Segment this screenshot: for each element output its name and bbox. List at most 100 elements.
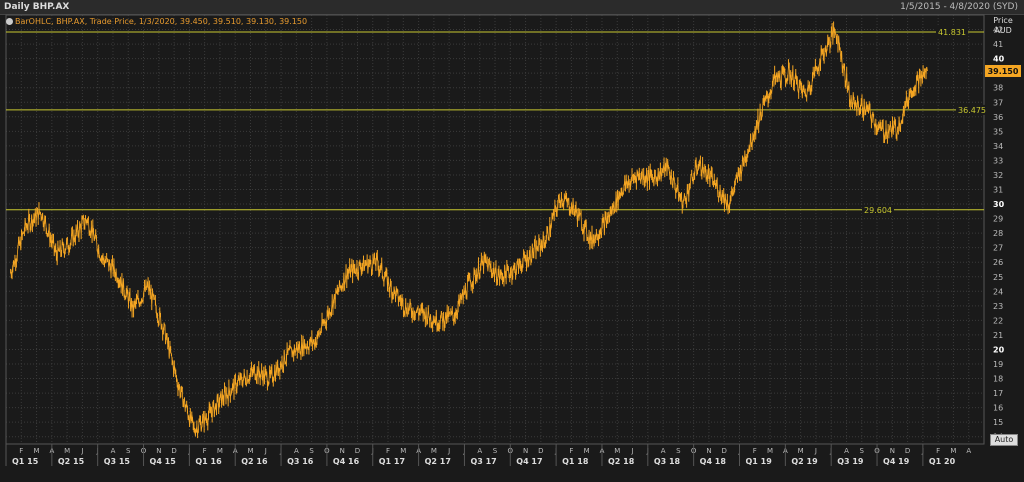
plot-border (5, 14, 985, 445)
series-legend[interactable]: BarOHLC, BHP.AX, Trade Price, 1/3/2020, … (6, 17, 307, 26)
y-tick-label: 42 (993, 26, 1003, 35)
month-label: D (538, 447, 543, 455)
auto-scale-button[interactable]: Auto (990, 434, 1018, 446)
last-price-badge (985, 64, 1021, 77)
quarter-label: Q4 16 (333, 457, 360, 466)
month-label: M (217, 447, 223, 455)
y-tick-label: 35 (993, 127, 1003, 136)
y-tick-label: 27 (993, 244, 1003, 253)
y-tick-label: 15 (993, 418, 1003, 427)
y-tick-label: 36 (993, 113, 1003, 122)
chart-title: Daily BHP.AX (4, 2, 70, 12)
month-label: N (156, 447, 161, 455)
y-tick-label: 19 (993, 360, 1003, 369)
plot-area (6, 15, 984, 444)
quarter-label: Q3 16 (287, 457, 314, 466)
y-tick-label: 31 (993, 186, 1003, 195)
quarter-label: Q1 20 (929, 457, 956, 466)
month-label: M (584, 447, 590, 455)
reference-label-bg (862, 204, 894, 215)
month-label: M (767, 447, 773, 455)
month-label: M (798, 447, 804, 455)
month-label: S (126, 447, 131, 455)
month-label: A (477, 447, 482, 455)
y-tick-label: 24 (993, 287, 1003, 296)
y-axis-title-line1: Price (993, 16, 1013, 25)
quarter-label: Q3 17 (470, 457, 496, 466)
month-label: A (111, 447, 116, 455)
y-tick-label: 29 (993, 215, 1003, 224)
month-label: M (400, 447, 406, 455)
month-label: J (264, 447, 267, 455)
quarter-label: Q3 18 (654, 457, 681, 466)
month-label: D (171, 447, 176, 455)
month-label: D (905, 447, 910, 455)
month-label: J (630, 447, 633, 455)
month-label: J (80, 447, 83, 455)
month-label: D (355, 447, 360, 455)
month-label: N (523, 447, 528, 455)
reference-label-bg (956, 104, 988, 115)
quarter-label: Q4 15 (150, 457, 177, 466)
y-tick-label: 20 (993, 345, 1005, 354)
date-range: 1/5/2015 - 4/8/2020 (SYD) (900, 2, 1018, 12)
y-axis-title-line2: AUD (994, 26, 1012, 35)
quarter-label: Q3 19 (837, 457, 864, 466)
y-tick-label: 32 (993, 171, 1003, 180)
y-tick-label: 41 (993, 40, 1003, 49)
reference-label: 29.604 (864, 206, 892, 215)
y-tick-label: 30 (993, 200, 1005, 209)
y-tick-label: 25 (993, 273, 1003, 282)
quarter-label: Q1 16 (195, 457, 222, 466)
month-label: M (247, 447, 253, 455)
quarter-label: Q4 18 (700, 457, 727, 466)
y-tick-label: 33 (993, 156, 1003, 165)
month-label: F (19, 447, 23, 455)
month-label: N (706, 447, 711, 455)
y-tick-label: 16 (993, 404, 1003, 413)
legend-text: BarOHLC, BHP.AX, Trade Price, 1/3/2020, … (15, 17, 308, 26)
month-label: F (936, 447, 940, 455)
month-label: A (294, 447, 299, 455)
price-line (10, 26, 928, 436)
quarter-label: Q2 17 (425, 457, 451, 466)
y-tick-label: 23 (993, 302, 1003, 311)
y-tick-label: 40 (993, 55, 1005, 64)
y-tick-label: 22 (993, 316, 1003, 325)
month-label: S (860, 447, 865, 455)
y-tick-label: 34 (993, 142, 1003, 151)
quarter-label: Q2 16 (241, 457, 268, 466)
month-label: F (386, 447, 390, 455)
quarter-label: Q1 19 (746, 457, 773, 466)
y-tick-label: 18 (993, 375, 1003, 384)
month-label: D (722, 447, 727, 455)
quarter-label: Q1 18 (562, 457, 589, 466)
month-label: F (203, 447, 207, 455)
y-tick-label: 21 (993, 331, 1003, 340)
y-tick-label: 17 (993, 389, 1003, 398)
month-label: M (64, 447, 70, 455)
month-label: F (753, 447, 757, 455)
month-label: M (950, 447, 956, 455)
month-label: J (814, 447, 817, 455)
month-label: A (661, 447, 666, 455)
reference-label: 41.831 (938, 28, 966, 37)
month-label: S (309, 447, 314, 455)
reference-label-bg (936, 27, 968, 38)
y-tick-label: 37 (993, 98, 1003, 107)
month-label: F (569, 447, 573, 455)
month-label: M (614, 447, 620, 455)
month-label: N (340, 447, 345, 455)
month-label: A (966, 447, 971, 455)
price-series (10, 21, 928, 439)
month-label: M (431, 447, 437, 455)
quarter-label: Q1 17 (379, 457, 405, 466)
quarter-label: Q1 15 (12, 457, 39, 466)
quarter-label: Q3 15 (104, 457, 131, 466)
last-price-label: 39.150 (988, 67, 1019, 76)
reference-label: 36.475 (958, 106, 986, 115)
month-label: J (447, 447, 450, 455)
quarter-label: Q4 17 (516, 457, 542, 466)
